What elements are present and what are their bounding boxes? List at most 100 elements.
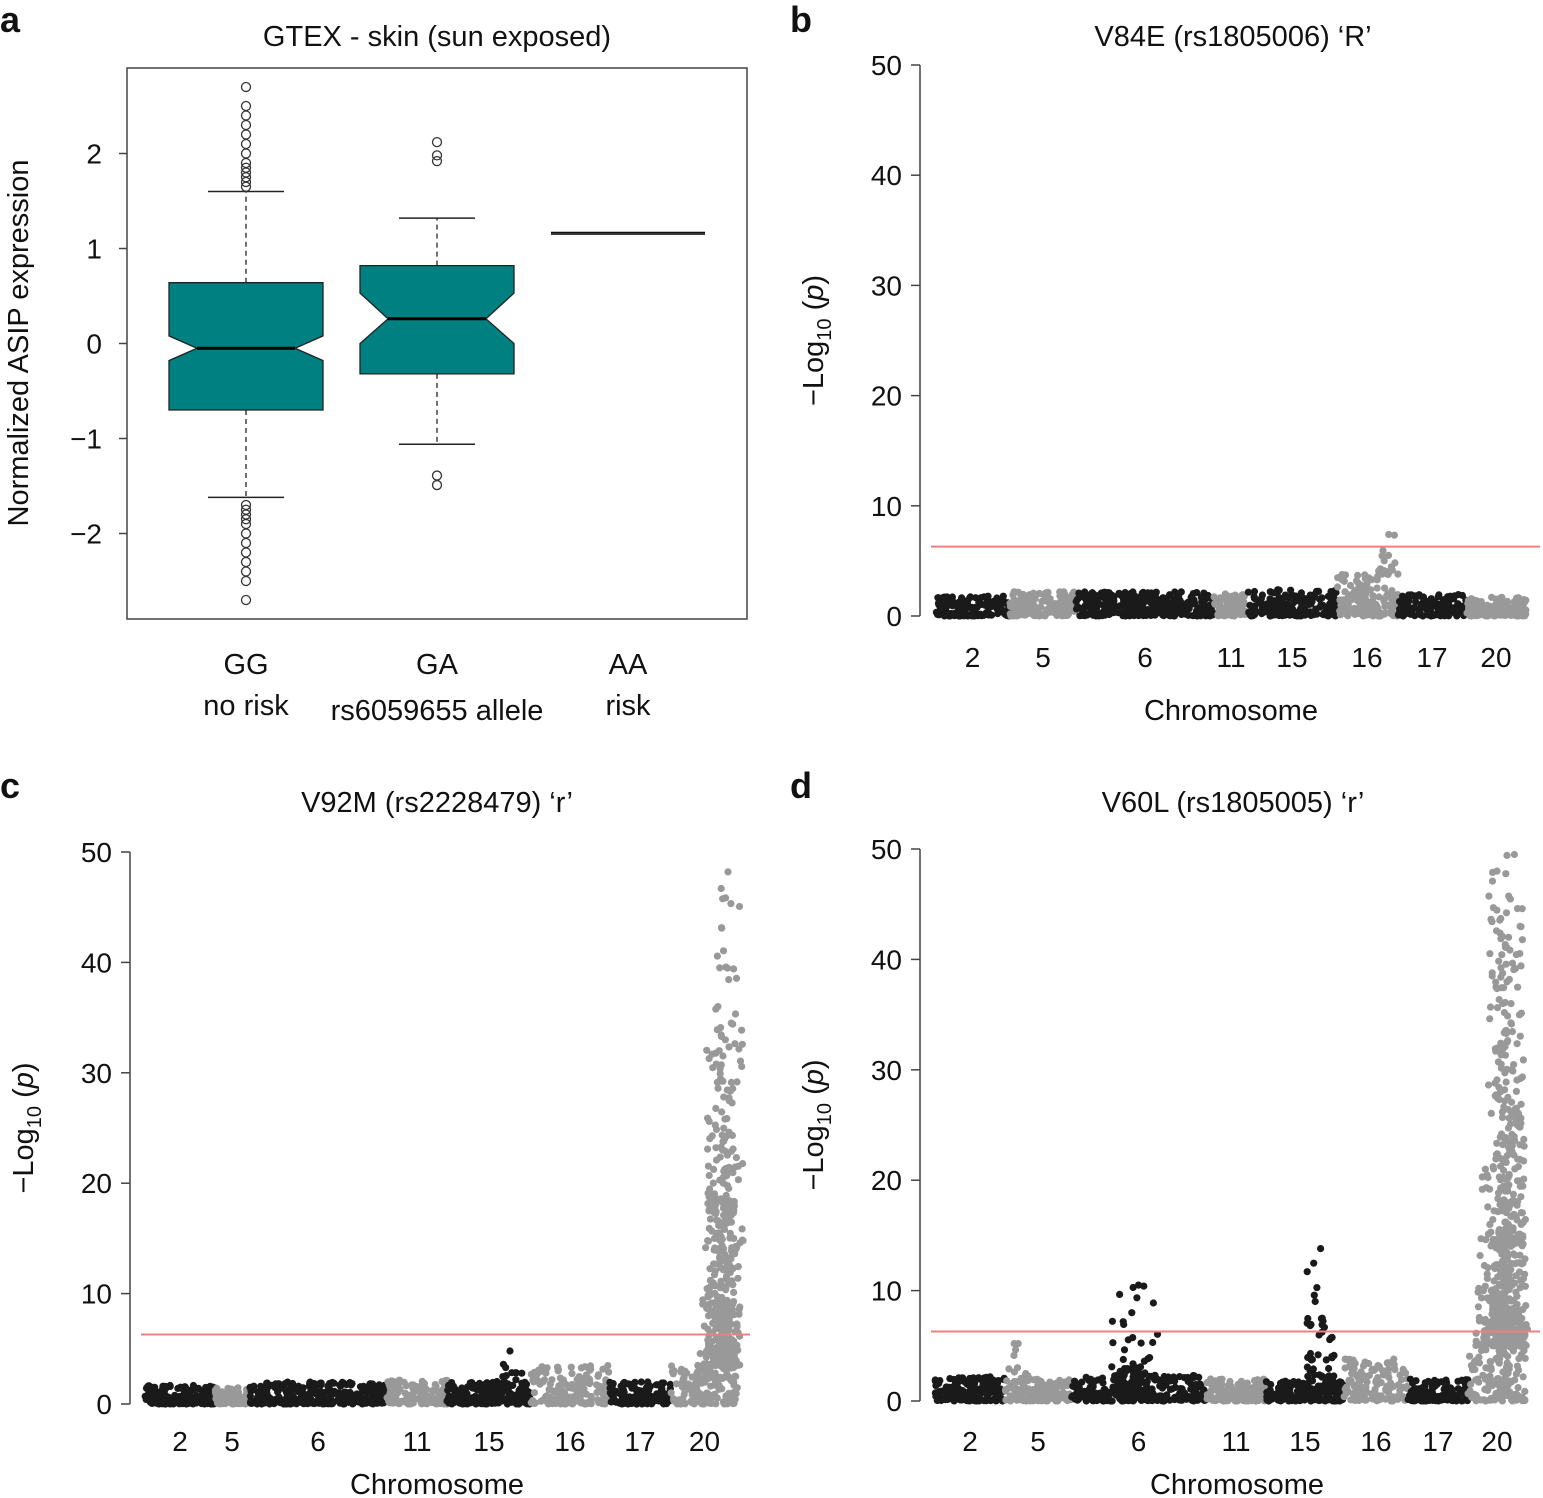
y-tick-label: 30 [81,1058,112,1089]
snp-point [725,1097,733,1105]
snp-point [942,1383,950,1391]
snp-point [389,1397,398,1405]
snp-point [718,1374,727,1383]
snp-point [1076,612,1084,620]
snp-point [1409,1379,1417,1387]
snp-point [720,1221,728,1230]
x-tick-label: 2 [172,1426,188,1457]
snp-point [356,1393,365,1401]
snp-point [683,1369,691,1377]
snp-point [1486,1015,1494,1023]
snp-point [247,1399,255,1407]
x-tick-label: 20 [1480,642,1511,673]
snp-point [713,952,722,960]
snp-point [1196,1383,1204,1391]
group-ga-label: GA [416,649,459,681]
snp-point [369,1400,377,1408]
snp-point [718,1108,726,1116]
y-tick-label: 50 [81,837,112,868]
snp-point [1343,595,1351,603]
snp-point [458,1384,466,1392]
snp-point [730,1298,738,1306]
snp-point [162,1382,170,1391]
snp-point [496,1397,504,1405]
snp-point [1307,1397,1315,1405]
snp-point [1514,983,1522,991]
snp-point [1220,609,1228,617]
snp-point [470,1384,478,1392]
snp-point [1193,589,1201,597]
peak-point [724,868,732,876]
snp-point [738,1026,746,1034]
snp-point [703,1046,711,1054]
snp-point [734,1346,742,1354]
snp-point [1035,589,1043,598]
snp-point [1142,610,1150,618]
chromosome-17-points [1404,1375,1472,1405]
snp-point [1322,1356,1330,1364]
snp-point [1022,603,1030,612]
snp-point [733,1323,741,1331]
snp-point [505,1391,513,1399]
snp-point [1415,1388,1423,1396]
snp-point [392,1383,400,1391]
snp-point [1352,577,1361,585]
snp-point [718,1385,726,1393]
snp-point [727,1147,736,1155]
snp-point [346,1388,354,1396]
snp-point [1503,851,1511,860]
snp-point [646,1382,655,1390]
snp-point [1044,588,1052,597]
snp-point [706,1276,715,1284]
snp-point [1225,1386,1233,1395]
snp-point [604,1362,612,1370]
outlier-point [431,136,443,148]
snp-point [719,1173,728,1181]
snp-point [1312,605,1320,613]
snp-point [503,1400,511,1408]
snp-point [349,1400,357,1408]
snp-point [1244,588,1252,596]
snp-point [1357,591,1366,599]
notched-box [168,282,324,411]
snp-point [1144,589,1152,597]
snp-point [1362,611,1370,619]
points-layer [931,850,1531,1405]
group-gg-sublabel: no risk [203,690,289,722]
peak-point [1317,1245,1325,1253]
snp-point [1345,1362,1354,1370]
snp-point [1131,1363,1139,1371]
snp-point [1437,1396,1445,1404]
snp-point [1312,587,1321,596]
snp-point [1443,608,1451,616]
snp-point [1227,600,1235,609]
snp-point [707,1338,715,1346]
snp-point [1449,608,1457,616]
snp-point [962,600,970,608]
snp-point [693,1372,701,1380]
snp-point [1170,602,1178,610]
snp-point [530,1389,539,1397]
snp-point [1384,551,1393,560]
snp-point [1362,582,1370,590]
snp-point [1355,599,1364,607]
snp-point [1099,601,1107,609]
snp-point [704,1200,712,1208]
snp-point [213,1399,222,1407]
peak-point [727,1019,735,1027]
snp-point [1318,594,1326,602]
snp-point [726,1229,734,1237]
snp-point [999,592,1007,600]
snp-point [260,1397,269,1406]
snp-point [1390,531,1398,539]
snp-point [710,1271,719,1279]
snp-point [1098,1374,1107,1382]
snp-point [539,1367,547,1375]
snp-point [1341,609,1349,618]
snp-point [631,1394,639,1402]
snp-point [1325,1364,1333,1373]
snp-point [666,1380,674,1388]
snp-point [1487,1358,1495,1366]
snp-point [1368,1365,1377,1373]
snp-point [732,1372,740,1380]
